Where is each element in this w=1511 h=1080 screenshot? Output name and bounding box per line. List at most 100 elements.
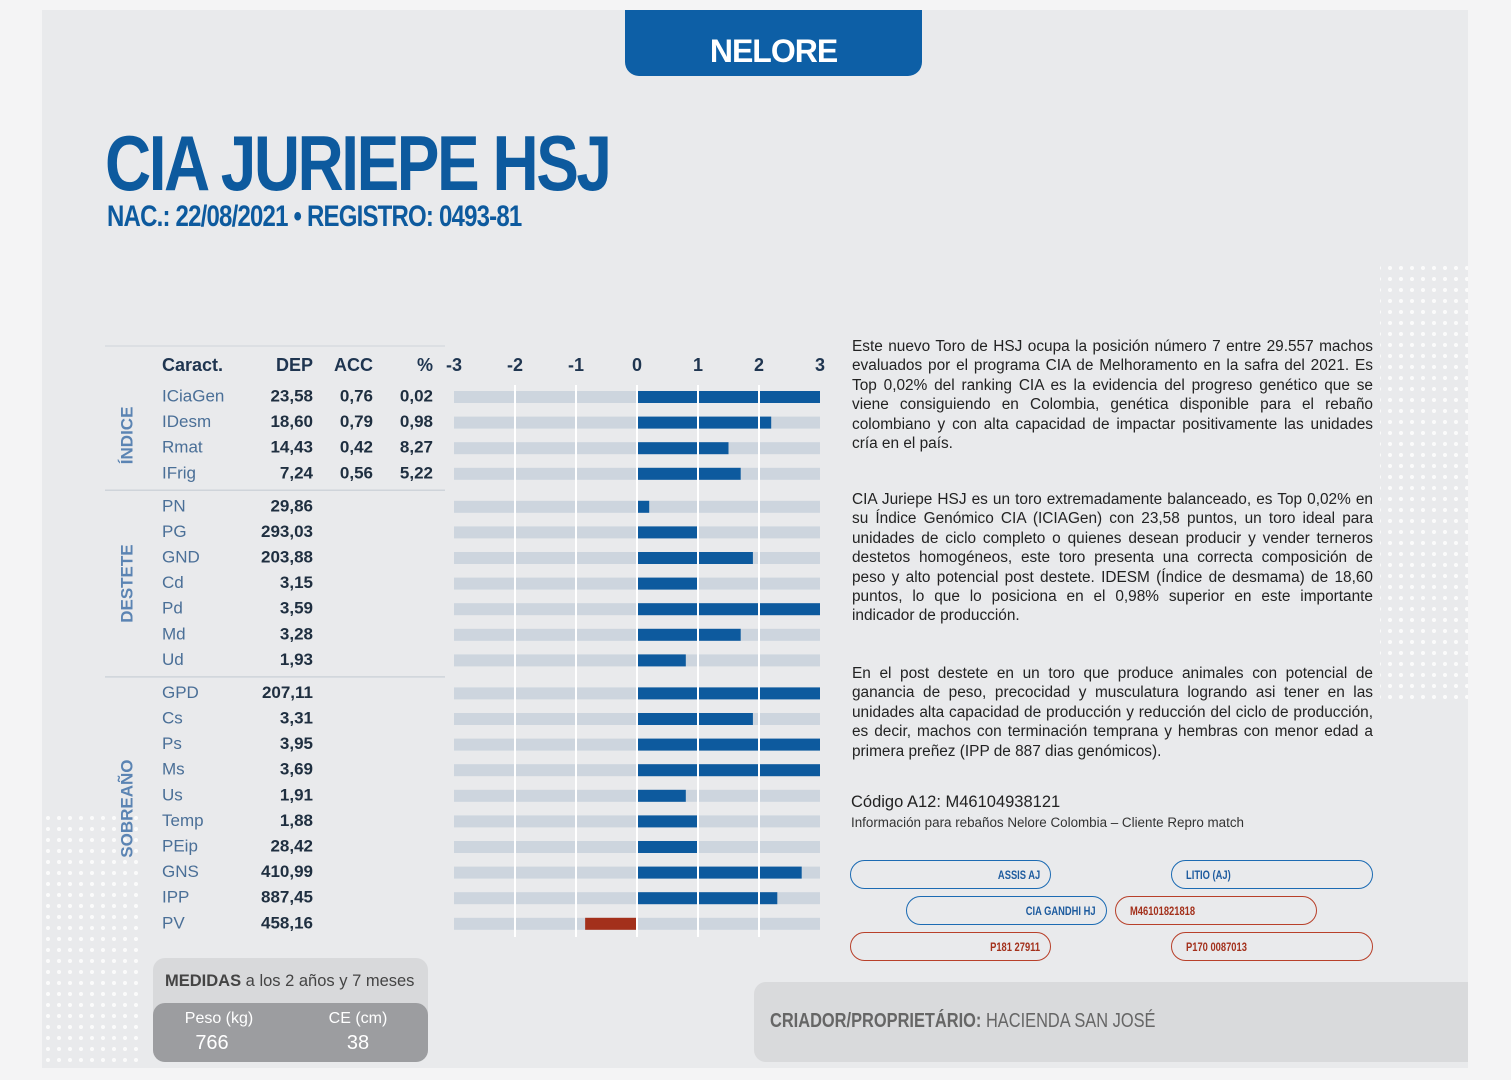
- dep: 14,43: [270, 438, 313, 457]
- acc: 0,42: [340, 438, 373, 457]
- panel: [42, 10, 1468, 1068]
- trait: Us: [162, 785, 183, 804]
- bar: [637, 764, 820, 777]
- dots: [42, 810, 142, 1068]
- pct: 0,02: [400, 386, 433, 405]
- bar: [637, 687, 820, 700]
- trait: PN: [162, 496, 186, 515]
- trait: Ms: [162, 760, 185, 779]
- group-label: ÍNDICE: [117, 407, 136, 465]
- pedigree-name: P181 27911: [990, 940, 1040, 954]
- trait: Cs: [162, 708, 183, 727]
- bar: [637, 866, 802, 879]
- trait: GNS: [162, 862, 199, 881]
- dep: 28,42: [270, 836, 313, 855]
- label: Peso (kg): [184, 1010, 254, 1027]
- trait: Rmat: [162, 438, 203, 457]
- dep: 1,88: [280, 811, 313, 830]
- bar: [637, 892, 778, 905]
- trait: IDesm: [162, 412, 211, 431]
- pedigree-box: ASSIS AJ: [850, 860, 1051, 889]
- chart: Caract. DEP ACC% -3 -2 -1 0 1 2 3 ICiaGen 23,58 0,76…: [105, 345, 825, 937]
- dep: 29,86: [270, 496, 313, 515]
- dep: 7,24: [280, 463, 314, 482]
- dep: 1,91: [280, 785, 313, 804]
- acc: 0,79: [340, 412, 373, 431]
- measures-subtitle: a los 2 años y 7 meses: [241, 972, 415, 990]
- dep: 3,69: [280, 760, 313, 779]
- pct: 0,98: [400, 412, 433, 431]
- trait: Ud: [162, 650, 184, 669]
- pedigree-name: P170 0087013: [1186, 940, 1247, 954]
- trait: GND: [162, 547, 200, 566]
- paragraph: En el post destete en un toro que produc…: [852, 665, 1373, 760]
- bar: [585, 917, 637, 930]
- x-tick-label: 2: [754, 355, 764, 375]
- pedigree-name: CIA GANDHI HJ: [1026, 904, 1096, 918]
- bar: [637, 654, 686, 667]
- bar: [637, 789, 686, 802]
- group-label: SOBREAÑO: [116, 759, 136, 857]
- bar: [637, 603, 820, 616]
- dep: 23,58: [270, 386, 313, 405]
- measures-heading: MEDIDAS a los 2 años y 7 meses: [165, 972, 414, 991]
- paragraph: Este nuevo Toro de HSJ ocupa la posición…: [852, 338, 1373, 453]
- trait: ICiaGen: [162, 386, 224, 405]
- breeder-box: CRIADOR/PROPRIETÁRIO: HACIENDA SAN JOSÉ: [754, 982, 1468, 1062]
- column-header: Caract.: [162, 355, 223, 375]
- pedigree-box: CIA GANDHI HJ: [906, 896, 1107, 925]
- trait: GPD: [162, 683, 199, 702]
- group-label: DESTETE: [117, 544, 136, 622]
- paragraph: CIA Juriepe HSJ es un toro extremadament…: [852, 491, 1373, 625]
- bar: [637, 713, 753, 725]
- dep: 293,03: [261, 522, 313, 541]
- pedigree-name: M46101821818: [1130, 904, 1196, 918]
- title: CIA JURIEPE HSJ: [105, 119, 612, 207]
- dep: 203,88: [261, 547, 313, 566]
- dep: 458,16: [261, 913, 313, 932]
- bar: [637, 815, 698, 828]
- label: CE (cm): [328, 1010, 388, 1027]
- dep: 3,59: [280, 599, 313, 618]
- breeder: CRIADOR/PROPRIETÁRIO: HACIENDA SAN JOSÉ: [770, 1010, 1155, 1033]
- bar: [637, 526, 698, 539]
- breeder-name: HACIENDA SAN JOSÉ: [981, 1010, 1156, 1032]
- trait: Temp: [162, 811, 204, 830]
- bar: [637, 442, 729, 455]
- x-tick-label: -3: [446, 355, 462, 375]
- breed-badge: NELORE: [625, 10, 922, 76]
- pct: 8,27: [400, 438, 433, 457]
- bar: [637, 500, 650, 513]
- trait: Md: [162, 624, 186, 643]
- trait: PV: [162, 913, 185, 932]
- dep: 1,93: [280, 650, 313, 669]
- dep: 3,15: [280, 573, 313, 592]
- bar: [637, 467, 741, 480]
- bar: [637, 416, 772, 429]
- value: 766: [195, 1032, 229, 1054]
- pct: 5,22: [400, 463, 433, 482]
- acc: 0,76: [340, 386, 373, 405]
- breeder-label: CRIADOR/PROPRIETÁRIO:: [770, 1010, 982, 1032]
- x-tick-label: -1: [568, 355, 584, 375]
- measures-box: MEDIDAS a los 2 años y 7 meses Peso (kg)…: [153, 958, 428, 1062]
- column-header: ACC: [334, 355, 373, 375]
- dep: 3,95: [280, 734, 313, 753]
- bar: [637, 577, 698, 590]
- pedigree-name: LITIO (AJ): [1186, 868, 1231, 882]
- pedigree-box: P181 27911: [850, 932, 1051, 961]
- x-tick-label: 0: [632, 355, 642, 375]
- trait: Pd: [162, 599, 183, 618]
- dep: 887,45: [261, 888, 313, 907]
- dep: 410,99: [261, 862, 313, 881]
- pedigree-box: LITIO (AJ): [1171, 860, 1373, 889]
- dep: 3,31: [280, 708, 313, 727]
- column-header: %: [417, 355, 433, 375]
- info: Información para rebaños Nelore Colombia…: [851, 815, 1244, 830]
- trait: IPP: [162, 888, 189, 907]
- dots: [1380, 260, 1468, 700]
- bar: [637, 628, 741, 641]
- value: 38: [346, 1032, 370, 1054]
